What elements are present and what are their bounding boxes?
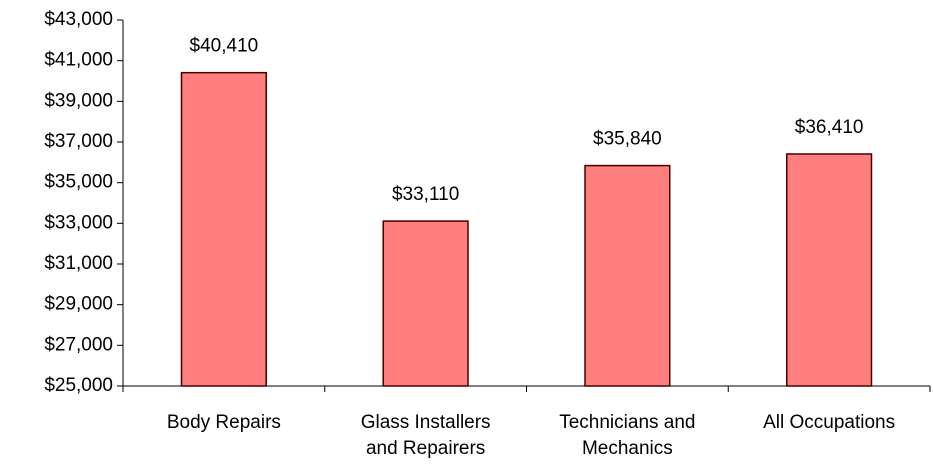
value-label: $40,410 [190,36,259,57]
x-tick-label: Glass Installers and Repairers [361,412,491,459]
y-tick-label: $43,000 [44,9,113,30]
y-tick-label: $33,000 [44,212,113,233]
value-label: $36,410 [795,117,864,138]
bar [180,71,267,387]
y-tick-label: $41,000 [44,50,113,71]
x-tick-label: Body Repairs [167,412,281,433]
y-tick-label: $37,000 [44,131,113,152]
y-tick-label: $29,000 [44,294,113,315]
value-label: $35,840 [593,129,662,150]
bar [584,164,671,387]
value-label: $33,110 [392,184,459,205]
bar [382,220,469,387]
y-tick-label: $25,000 [44,375,113,396]
x-tick-label: Technicians and Mechanics [559,412,695,459]
y-tick-label: $31,000 [44,253,113,274]
x-tick-label: All Occupations [763,412,895,433]
y-tick-label: $35,000 [44,172,113,193]
y-tick-label: $39,000 [44,90,113,111]
bar [786,153,873,387]
y-tick-label: $27,000 [44,334,113,355]
